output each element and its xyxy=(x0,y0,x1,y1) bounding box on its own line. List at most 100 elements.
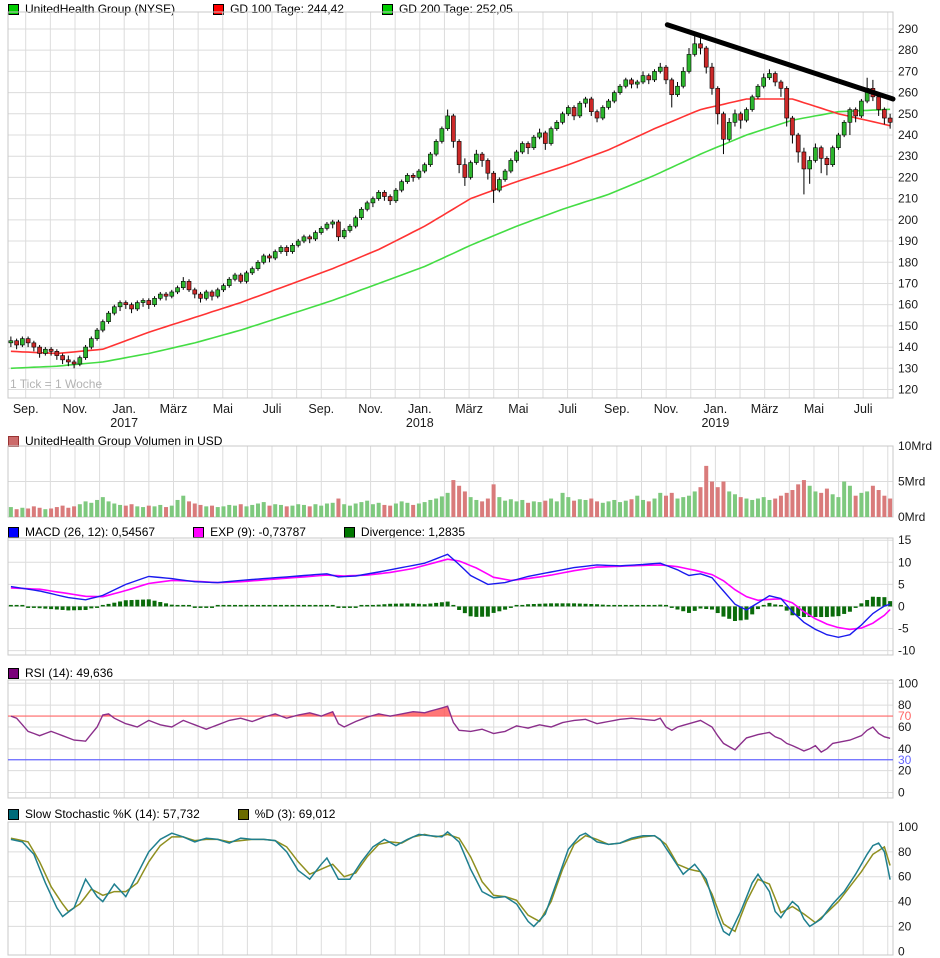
y-axis-ticks: 290 280 270 260 250 240 230 220 210 200 190 180 170 1… xyxy=(898,22,918,397)
volume-bar xyxy=(870,485,875,517)
divergence-bar xyxy=(692,606,697,611)
volume-bar xyxy=(750,499,755,517)
grid xyxy=(8,538,893,655)
macd-line xyxy=(10,553,891,639)
candle-body xyxy=(175,287,180,293)
grid xyxy=(8,12,893,398)
month-label: März xyxy=(751,402,779,416)
volume-bar xyxy=(72,506,77,517)
divergence-bar xyxy=(635,604,640,607)
divergence-bar xyxy=(709,606,714,610)
price-series-swatch-icon xyxy=(8,3,19,15)
candle-body xyxy=(445,115,450,129)
divergence-bar xyxy=(681,606,686,612)
divergence-bar xyxy=(600,604,605,607)
divergence-bar xyxy=(43,606,48,609)
volume-bar xyxy=(146,505,151,517)
exp-swatch-icon xyxy=(193,526,205,538)
volume-bar xyxy=(215,507,220,517)
volume-bar xyxy=(514,501,519,517)
y-tick-label: 180 xyxy=(898,255,918,269)
volume-bar xyxy=(31,506,36,517)
month-label: Sep. xyxy=(308,402,334,416)
candle-body xyxy=(680,71,686,87)
plot-border xyxy=(7,821,894,956)
candle-body xyxy=(336,221,341,238)
divergence-bar xyxy=(503,606,508,610)
month-label: Mai xyxy=(213,402,233,416)
volume-bar xyxy=(324,503,329,517)
candle-body xyxy=(474,153,479,163)
divergence-bar xyxy=(89,606,94,609)
volume-bar xyxy=(198,504,203,517)
stoch-d-line xyxy=(10,833,891,933)
volume-bar xyxy=(238,504,243,517)
volume-bar xyxy=(675,498,680,517)
candle-body xyxy=(882,109,887,119)
divergence-bar xyxy=(595,604,600,607)
candle-body xyxy=(485,160,491,174)
candle-body xyxy=(14,340,19,346)
volume-bar xyxy=(704,465,709,517)
divergence-bar xyxy=(813,606,818,618)
candle-body xyxy=(83,346,88,359)
candle-body xyxy=(715,88,721,115)
candle-body xyxy=(272,251,278,259)
y-tick-label: 70 xyxy=(898,709,912,723)
candle-body xyxy=(186,281,192,291)
divergence-bar xyxy=(807,606,812,618)
volume-bar xyxy=(629,499,634,517)
volume-bar xyxy=(123,505,128,517)
divergence-bar xyxy=(589,604,594,607)
divergence-bar xyxy=(353,606,358,608)
candle-body xyxy=(778,81,784,89)
candle-body xyxy=(89,338,94,348)
divergence-bar xyxy=(612,604,617,607)
stoch-k-label: Slow Stochastic %K (14): 57,732 xyxy=(25,807,200,821)
divergence-bar xyxy=(14,604,19,607)
divergence-bar xyxy=(301,604,306,607)
volume-bar xyxy=(669,492,674,517)
volume-bar xyxy=(106,501,111,517)
candle-body xyxy=(617,85,623,93)
divergence-bar xyxy=(549,603,554,607)
volume-bar xyxy=(646,501,651,517)
y-tick-label: 5 xyxy=(898,577,905,591)
y-tick-label: 10Mrd xyxy=(898,439,932,453)
candle-body xyxy=(502,170,508,180)
volume-bar xyxy=(416,503,421,517)
divergence-bar xyxy=(370,604,375,607)
gd100-swatch-icon xyxy=(213,3,225,15)
candle-body xyxy=(508,160,514,172)
stoch-panel-legend: Slow Stochastic %K (14): 57,732 %D (3): … xyxy=(8,807,335,821)
candle-body xyxy=(410,175,416,178)
volume-bar xyxy=(549,498,554,517)
month-label: Sep. xyxy=(604,402,630,416)
divergence-bar xyxy=(508,606,513,608)
divergence-bar xyxy=(698,606,703,609)
candle-body xyxy=(703,47,709,68)
grid xyxy=(8,822,893,955)
volume-bar xyxy=(606,501,611,517)
candle-body xyxy=(462,164,468,178)
candle-body xyxy=(94,329,100,339)
volume-bar xyxy=(744,498,749,517)
divergence-bar xyxy=(715,606,720,614)
gd100-line xyxy=(10,98,891,355)
volume-bar xyxy=(600,502,605,517)
divergence-bar xyxy=(152,600,157,607)
volume-bar xyxy=(8,507,13,517)
candle-body xyxy=(330,221,335,225)
volume-bar xyxy=(158,504,163,517)
month-label: Juli xyxy=(263,402,282,416)
candle-body xyxy=(307,236,313,240)
volume-bar xyxy=(296,504,301,517)
candle-body xyxy=(623,79,629,87)
candle-body xyxy=(795,134,801,153)
volume-bar xyxy=(842,481,847,517)
volume-bar xyxy=(20,507,25,517)
y-tick-label: 240 xyxy=(898,128,918,142)
candle-body xyxy=(600,107,606,119)
macd-panel-legend: MACD (26, 12): 0,54567 EXP (9): -0,73787… xyxy=(8,525,465,539)
